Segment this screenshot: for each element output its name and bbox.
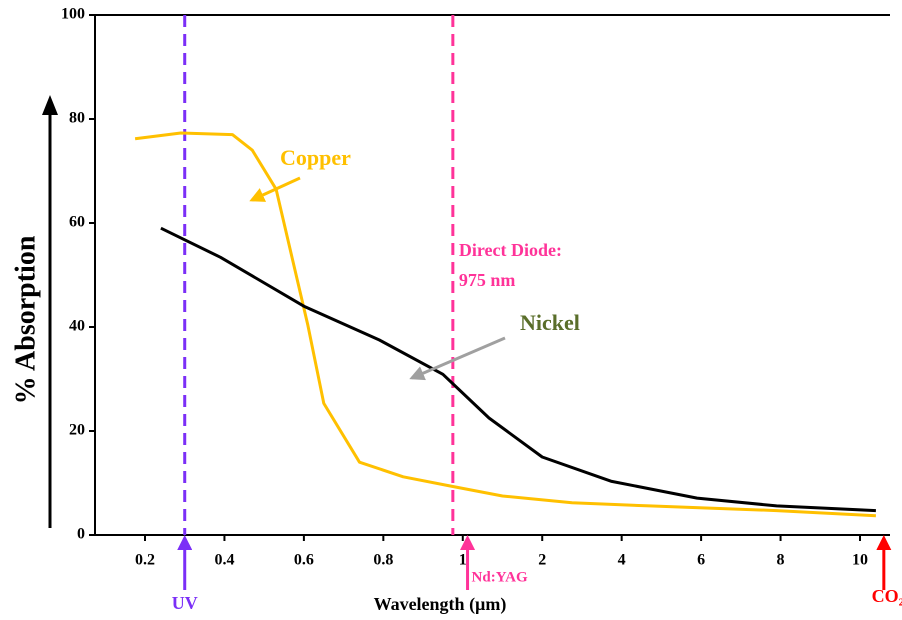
series-line [160, 226, 876, 513]
y-arrow-head [42, 95, 58, 115]
wavelength-arrow-label: Nd:YAG [472, 569, 528, 585]
y-tick-label: 100 [61, 6, 85, 23]
label-pointer [249, 176, 301, 202]
wavelength-line-label: Direct Diode: [459, 240, 562, 260]
y-tick-label: 0 [77, 526, 85, 543]
series-label: Copper [280, 145, 351, 170]
x-tick-label: 0.2 [135, 552, 155, 569]
x-tick-label: 1 [459, 552, 467, 569]
wavelength-line-label: 975 nm [459, 270, 516, 290]
label-pointer [409, 336, 506, 381]
y-tick-label: 60 [69, 214, 85, 231]
x-tick-label: 8 [777, 552, 785, 569]
x-tick-label: 4 [618, 552, 626, 569]
series-label: Nickel [520, 310, 580, 335]
series-line [134, 131, 876, 518]
wavelength-arrow-label: CO₂ [872, 586, 902, 606]
wavelength-arrow-label: UV [172, 593, 198, 613]
y-tick-label: 40 [69, 318, 85, 335]
x-axis-label: Wavelength (µm) [374, 594, 507, 615]
x-tick-label: 2 [538, 552, 546, 569]
y-tick-label: 80 [69, 110, 85, 127]
x-tick-label: 0.8 [373, 552, 393, 569]
x-tick-label: 0.6 [294, 552, 314, 569]
x-tick-label: 6 [697, 552, 705, 569]
y-axis-label: % Absorption [10, 235, 41, 404]
x-tick-label: 10 [852, 552, 868, 569]
x-tick-label: 0.4 [214, 552, 234, 569]
y-tick-label: 20 [69, 422, 85, 439]
